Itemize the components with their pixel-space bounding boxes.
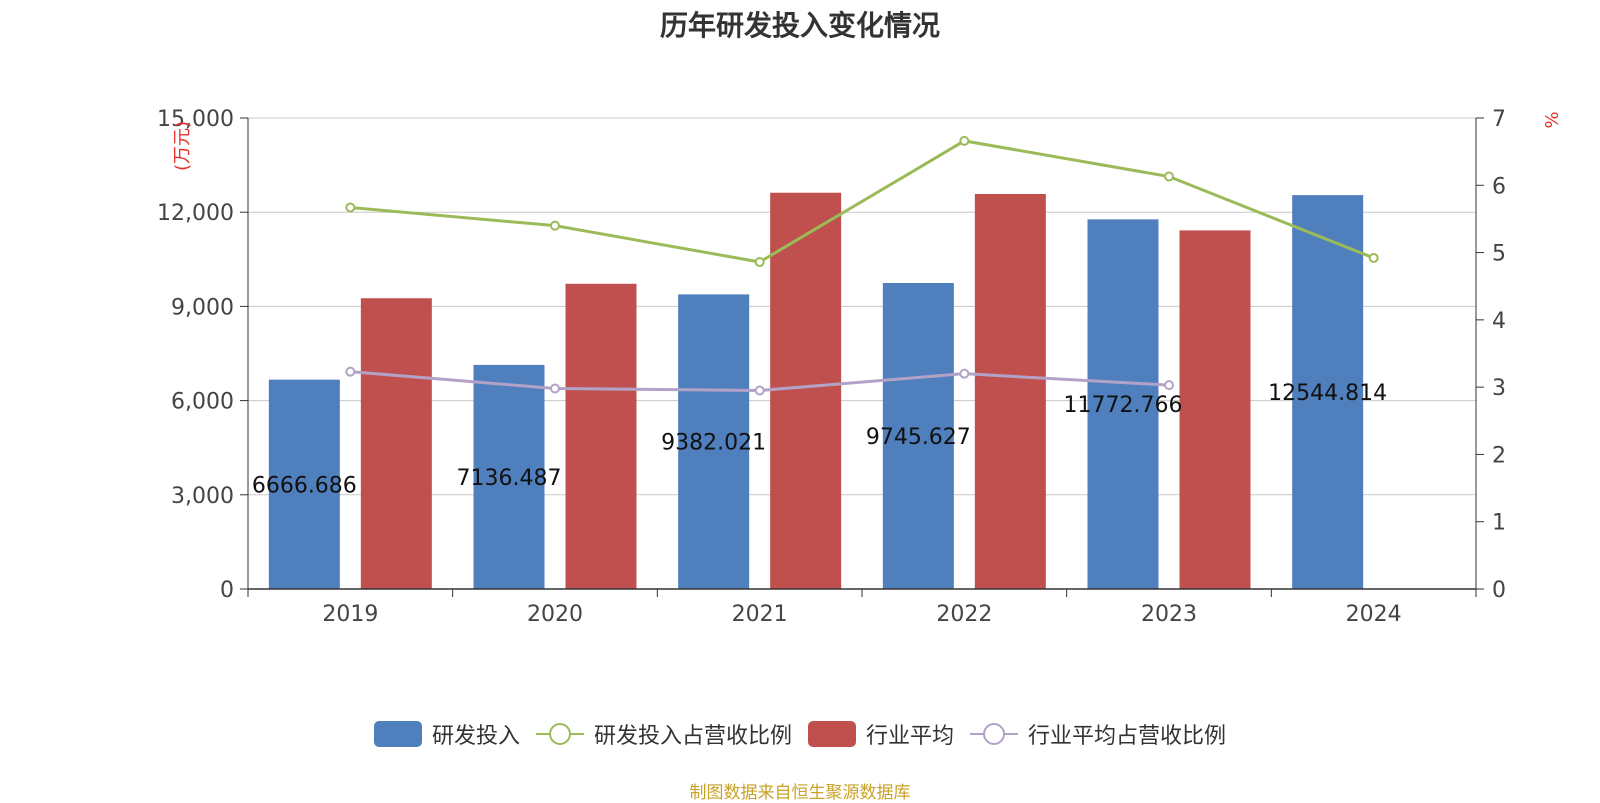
bar-industry	[770, 192, 842, 589]
point-rd-ratio	[959, 135, 970, 146]
chart-title: 历年研发投入变化情况	[659, 9, 940, 42]
line-rd-ratio	[350, 139, 1375, 264]
y-right-tick-label: 2	[1492, 443, 1506, 468]
legend-swatch-rd	[373, 721, 422, 747]
x-tick-label: 2021	[732, 602, 788, 627]
legend-marker	[548, 723, 571, 745]
grid-lines	[248, 117, 1476, 496]
y-left-tick-label: 6,000	[171, 390, 234, 415]
data-labels: 6666.686 7136.487 9382.021 9745.627 11772.76…	[252, 381, 1387, 498]
y-left-tick-label: 9,000	[171, 295, 234, 320]
y-right-tick-label: 5	[1492, 242, 1506, 267]
data-label-rd: 12544.814	[1268, 381, 1387, 406]
point-rd-ratio	[345, 202, 356, 213]
y-right-tick-label: 7	[1492, 107, 1506, 132]
point-industry-ratio	[550, 383, 560, 394]
y-right-tick-label: 0	[1492, 578, 1506, 603]
legend-item-industry-ratio[interactable]: 行业平均占营收比例	[970, 718, 1226, 750]
point-rd-ratio	[550, 220, 560, 231]
source-note: 制图数据来自恒生聚源数据库	[689, 783, 911, 803]
y-axis-right-unit: %	[1542, 111, 1563, 128]
legend-label-rd-ratio: 研发投入占营收比例	[593, 724, 792, 749]
bar-industry	[1179, 230, 1251, 590]
data-label-rd: 11772.766	[1064, 393, 1183, 418]
point-rd-ratio	[754, 256, 765, 267]
y-right-tick-label: 6	[1492, 174, 1506, 199]
legend-swatch-industry-ratio	[970, 723, 1019, 745]
x-tick-label: 2024	[1346, 602, 1402, 627]
bar-rd	[473, 364, 545, 589]
chart-canvas: 0 3,000 6,000 9,000 12,000 15,000 0 1 2 3 4 5 6 7 2019…	[157, 107, 1563, 627]
line-series	[345, 135, 1379, 396]
data-label-rd: 6666.686	[252, 473, 357, 498]
data-label-rd: 9745.627	[866, 425, 971, 450]
legend-label-rd: 研发投入	[431, 724, 520, 749]
legend: 研发投入 研发投入占营收比例 行业平均 行业平均占营收比例	[0, 718, 1600, 750]
y-left-tick-label: 3,000	[171, 484, 234, 509]
legend-item-rd[interactable]: 研发投入	[373, 718, 520, 750]
bar-industry	[974, 193, 1046, 589]
legend-label-industry-ratio: 行业平均占营收比例	[1028, 724, 1227, 749]
legend-swatch-rd-ratio	[535, 723, 584, 745]
bar-industry	[565, 283, 637, 589]
y-left-tick-label: 12,000	[157, 201, 234, 226]
bar-rd	[268, 379, 340, 589]
data-label-rd: 7136.487	[457, 466, 562, 491]
legend-label-industry: 行业平均	[866, 724, 955, 749]
x-tick-label: 2022	[936, 602, 992, 627]
point-rd-ratio	[1368, 252, 1379, 263]
legend-item-rd-ratio[interactable]: 研发投入占营收比例	[535, 718, 792, 750]
point-industry-ratio	[959, 368, 970, 379]
y-axis-left-unit: (万元)	[172, 121, 193, 171]
point-industry-ratio	[754, 385, 765, 396]
x-tick-label: 2023	[1141, 602, 1197, 627]
bar-rd	[882, 282, 954, 589]
y-right-tick-label: 1	[1492, 511, 1506, 536]
bar-series	[268, 192, 1364, 590]
data-label-rd: 9382.021	[661, 431, 766, 456]
x-tick-label: 2019	[322, 602, 378, 627]
y-left-tick-label: 0	[220, 578, 234, 603]
point-rd-ratio	[1164, 171, 1174, 182]
bar-rd	[1292, 195, 1364, 589]
y-right-tick-label: 3	[1492, 376, 1506, 401]
point-industry-ratio	[1164, 380, 1174, 391]
bar-industry	[360, 298, 432, 589]
axes: 0 3,000 6,000 9,000 12,000 15,000 0 1 2 3 4 5 6 7 2019…	[157, 107, 1506, 627]
x-tick-label: 2020	[527, 602, 583, 627]
y-left-tick-label: 15,000	[157, 107, 234, 132]
bar-rd	[1087, 219, 1159, 589]
legend-marker	[983, 723, 1006, 745]
point-industry-ratio	[345, 366, 356, 377]
y-right-tick-label: 4	[1492, 309, 1506, 334]
bar-rd	[678, 294, 750, 589]
legend-item-industry[interactable]: 行业平均	[808, 718, 954, 750]
legend-swatch-industry	[808, 721, 856, 747]
